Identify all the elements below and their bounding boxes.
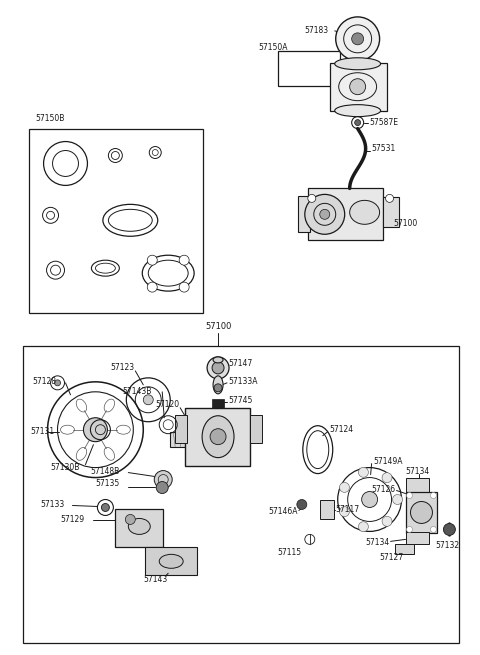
Bar <box>330 63 386 111</box>
Bar <box>320 500 334 519</box>
Ellipse shape <box>335 58 381 69</box>
Text: 57123: 57123 <box>110 364 134 373</box>
Circle shape <box>212 362 224 374</box>
Bar <box>212 399 224 408</box>
Text: 57115: 57115 <box>278 548 302 557</box>
Text: 57132: 57132 <box>435 541 459 550</box>
Circle shape <box>385 195 394 202</box>
Bar <box>185 408 250 466</box>
Circle shape <box>154 470 172 489</box>
Bar <box>395 544 415 554</box>
Circle shape <box>359 467 368 477</box>
Text: 57124: 57124 <box>330 425 354 434</box>
Bar <box>406 533 430 544</box>
Bar <box>250 415 262 443</box>
Circle shape <box>431 527 436 533</box>
Circle shape <box>179 282 189 292</box>
Bar <box>170 432 222 447</box>
Text: 57127: 57127 <box>380 553 404 562</box>
Ellipse shape <box>202 416 234 458</box>
Circle shape <box>410 502 432 523</box>
Text: 57134: 57134 <box>365 538 390 547</box>
Text: 57146A: 57146A <box>268 507 298 516</box>
Text: 57183: 57183 <box>305 26 329 35</box>
Circle shape <box>393 495 403 504</box>
Text: 57117: 57117 <box>336 505 360 514</box>
Text: 57100: 57100 <box>205 322 231 331</box>
Circle shape <box>125 514 135 525</box>
Circle shape <box>55 380 60 386</box>
Ellipse shape <box>213 357 223 363</box>
Text: 57134: 57134 <box>406 467 430 476</box>
Text: 57130B: 57130B <box>50 463 80 472</box>
Circle shape <box>320 210 330 219</box>
Bar <box>383 197 398 227</box>
Circle shape <box>214 384 222 392</box>
Text: 57531: 57531 <box>372 144 396 153</box>
Text: 57133: 57133 <box>41 500 65 509</box>
Ellipse shape <box>128 519 150 534</box>
Text: 57126: 57126 <box>372 485 396 494</box>
Circle shape <box>297 500 307 510</box>
Circle shape <box>339 482 349 493</box>
Bar <box>278 51 340 86</box>
Bar <box>29 128 203 313</box>
Bar <box>406 477 430 491</box>
Circle shape <box>382 473 392 483</box>
Text: 57100: 57100 <box>394 219 418 228</box>
Circle shape <box>207 357 229 379</box>
Ellipse shape <box>213 376 223 394</box>
Circle shape <box>179 255 189 265</box>
Text: 57150B: 57150B <box>36 114 65 123</box>
Text: 57135: 57135 <box>96 479 120 488</box>
Text: 57587E: 57587E <box>370 118 398 127</box>
Circle shape <box>336 17 380 61</box>
Text: 57150A: 57150A <box>258 43 288 52</box>
Text: 57129: 57129 <box>60 515 84 524</box>
Circle shape <box>407 527 412 533</box>
Ellipse shape <box>350 200 380 224</box>
Bar <box>115 510 163 548</box>
Text: 57143B: 57143B <box>122 387 152 396</box>
Ellipse shape <box>159 554 183 569</box>
Circle shape <box>147 255 157 265</box>
Circle shape <box>308 195 316 202</box>
Circle shape <box>444 523 456 535</box>
Circle shape <box>339 506 349 517</box>
Bar <box>298 196 310 233</box>
Text: 57128: 57128 <box>33 377 57 386</box>
Circle shape <box>359 522 368 532</box>
Text: 57149A: 57149A <box>373 457 403 466</box>
Bar <box>175 415 187 443</box>
Bar <box>406 491 437 533</box>
Circle shape <box>355 120 360 126</box>
Circle shape <box>350 79 366 95</box>
Circle shape <box>84 418 108 441</box>
Bar <box>23 346 459 643</box>
Text: 57131: 57131 <box>31 427 55 436</box>
Text: 57147: 57147 <box>228 360 252 368</box>
Bar <box>308 189 383 240</box>
Circle shape <box>147 282 157 292</box>
Circle shape <box>431 493 436 498</box>
Text: 57745: 57745 <box>228 396 252 405</box>
Ellipse shape <box>335 105 381 117</box>
Circle shape <box>305 195 345 234</box>
Circle shape <box>407 493 412 498</box>
Bar <box>145 548 197 575</box>
Circle shape <box>382 516 392 527</box>
Circle shape <box>101 504 109 512</box>
Text: 57143: 57143 <box>143 575 168 584</box>
Circle shape <box>352 33 364 45</box>
Text: 57120: 57120 <box>155 400 180 409</box>
Circle shape <box>156 481 168 493</box>
Text: 57148B: 57148B <box>90 467 120 476</box>
Circle shape <box>144 395 153 405</box>
Text: 57133A: 57133A <box>228 377 258 386</box>
Circle shape <box>361 491 378 508</box>
Circle shape <box>210 429 226 445</box>
